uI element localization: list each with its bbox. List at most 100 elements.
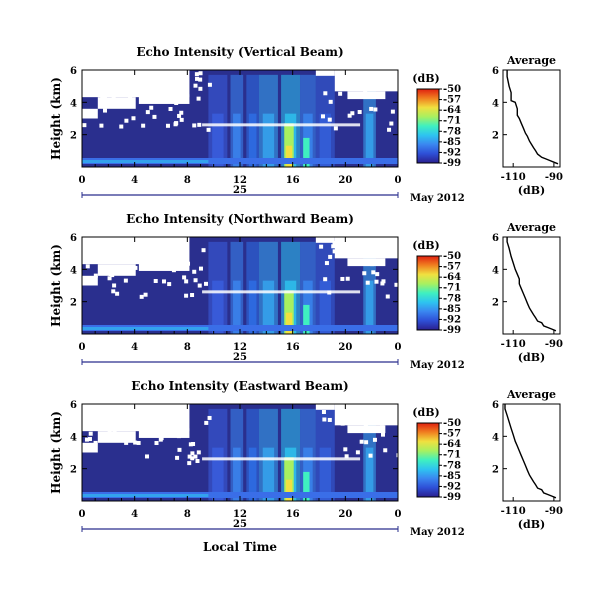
missing-data-speck xyxy=(206,127,211,132)
missing-data-speck xyxy=(358,71,363,76)
missing-data-speck xyxy=(379,94,384,99)
missing-data-speck xyxy=(102,93,107,98)
avg-x-tick-label: -90 xyxy=(545,339,563,350)
y-axis-label: Height (km) xyxy=(49,77,63,160)
missing-data xyxy=(138,261,190,271)
missing-data-speck xyxy=(113,74,118,79)
missing-data-speck xyxy=(359,439,364,444)
missing-data-speck xyxy=(100,96,105,101)
missing-data-speck xyxy=(141,123,146,128)
missing-data-speck xyxy=(171,268,176,273)
missing-data-speck xyxy=(194,72,199,77)
missing-data xyxy=(97,431,136,443)
x-tick-label: 12 xyxy=(233,342,247,353)
average-panel-1: Average 6 4 2 -110 -90(dB) xyxy=(492,221,563,364)
colorbar xyxy=(416,422,440,498)
echo-column-core xyxy=(248,280,257,334)
missing-data-speck xyxy=(159,83,164,88)
missing-data-speck xyxy=(85,264,90,269)
colorbar-tick-label: -78 xyxy=(443,293,461,304)
x-tick-label: 4 xyxy=(131,175,138,186)
missing-data-speck xyxy=(321,410,326,415)
missing-data-speck xyxy=(193,454,198,459)
missing-data-speck xyxy=(340,276,345,281)
avg-y-tick-label: 4 xyxy=(492,432,499,443)
missing-data-speck xyxy=(173,122,178,127)
missing-data-speck xyxy=(369,426,374,431)
echo-column-core xyxy=(319,280,332,334)
missing-data-speck xyxy=(362,271,367,276)
avg-x-tick-label: -110 xyxy=(501,339,526,350)
avg-y-tick-label: 6 xyxy=(492,66,499,77)
missing-data-speck xyxy=(394,282,399,287)
missing-data-speck xyxy=(178,421,183,426)
missing-data-speck xyxy=(99,241,104,246)
missing-data-speck xyxy=(369,106,374,111)
avg-y-tick-label: 6 xyxy=(492,233,499,244)
missing-data-speck xyxy=(133,265,138,270)
missing-data-speck xyxy=(373,107,378,112)
missing-data-speck xyxy=(201,248,206,253)
missing-data-speck xyxy=(363,90,368,95)
missing-data-speck xyxy=(123,278,128,283)
missing-data-speck xyxy=(93,273,98,278)
missing-data-speck xyxy=(328,99,333,104)
colorbar-tick-label: -64 xyxy=(443,439,461,450)
missing-data-speck xyxy=(136,440,141,445)
missing-data-speck xyxy=(204,420,209,425)
avg-y-tick-label: 2 xyxy=(492,298,499,309)
y-tick-label: 6 xyxy=(70,400,77,411)
colorbar-tick-label: -85 xyxy=(443,471,461,482)
missing-data-speck xyxy=(88,431,93,436)
average-profile-line xyxy=(506,237,557,332)
missing-data-speck xyxy=(383,448,388,453)
x-tick-label: 4 xyxy=(131,509,138,520)
missing-data-speck xyxy=(379,421,384,426)
missing-data-speck xyxy=(139,294,144,299)
x-tick-label: 16 xyxy=(286,342,300,353)
echo-column-core xyxy=(212,280,224,334)
missing-data-speck xyxy=(196,450,201,455)
missing-data-speck xyxy=(156,90,161,95)
missing-data-speck xyxy=(195,76,200,81)
missing-data-speck xyxy=(152,114,157,119)
echo-hot-core xyxy=(285,312,293,334)
missing-data-speck xyxy=(110,270,115,275)
missing-data-speck xyxy=(371,270,376,275)
missing-data-speck xyxy=(380,281,385,286)
missing-data-speck xyxy=(350,111,355,116)
colorbar-tick-label: -99 xyxy=(443,158,461,169)
missing-data-speck xyxy=(192,269,197,274)
missing-data-speck xyxy=(344,454,349,459)
missing-data-speck xyxy=(136,405,141,410)
missing-data-speck xyxy=(328,254,333,259)
missing-data-speck xyxy=(327,117,332,122)
missing-data xyxy=(138,428,190,438)
missing-data-speck xyxy=(125,415,130,420)
missing-data-speck xyxy=(385,294,390,299)
colorbar-tick-label: -78 xyxy=(443,460,461,471)
average-profile-line xyxy=(506,70,559,165)
bright-layer xyxy=(202,123,361,127)
y-tick-label: 6 xyxy=(70,233,77,244)
x-tick-label: 4 xyxy=(131,342,138,353)
missing-data-speck xyxy=(84,277,89,282)
missing-data-speck xyxy=(111,93,116,98)
missing-data-speck xyxy=(115,291,120,296)
colorbar-tick-label: -71 xyxy=(443,116,461,127)
missing-data-speck xyxy=(394,253,399,258)
day-label: 25 xyxy=(233,519,247,530)
missing-data-speck xyxy=(161,237,166,242)
missing-data-speck xyxy=(373,411,378,416)
colorbar-tick-label: -57 xyxy=(443,429,461,440)
missing-data-speck xyxy=(102,108,107,113)
missing-data-speck xyxy=(90,241,95,246)
heatmap-title: Echo Intensity (Vertical Beam) xyxy=(136,45,343,59)
missing-data-speck xyxy=(207,415,212,420)
x-tick-label: 20 xyxy=(338,175,352,186)
missing-data-speck xyxy=(149,105,154,110)
average-frame xyxy=(502,236,561,335)
missing-data-speck xyxy=(375,272,380,277)
missing-data-speck xyxy=(379,86,384,91)
missing-data-speck xyxy=(109,419,114,424)
